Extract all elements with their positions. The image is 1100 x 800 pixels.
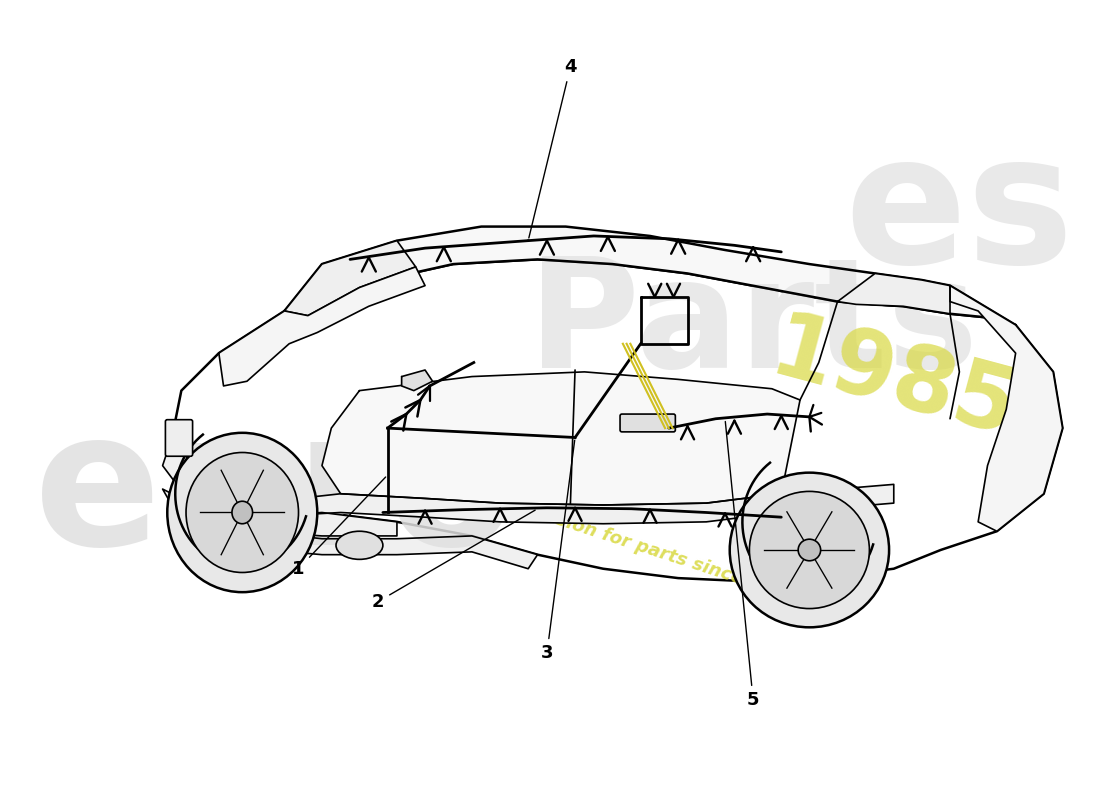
Text: 2: 2 — [372, 510, 536, 610]
Text: Parts: Parts — [528, 250, 978, 399]
Text: euro: euro — [34, 403, 516, 584]
Ellipse shape — [186, 453, 298, 573]
Ellipse shape — [167, 433, 317, 592]
Text: 3: 3 — [541, 440, 574, 662]
Text: a passion for parts since 1985: a passion for parts since 1985 — [502, 494, 799, 606]
Polygon shape — [256, 484, 894, 524]
Polygon shape — [837, 274, 950, 314]
Text: 4: 4 — [529, 58, 576, 238]
Text: es: es — [845, 125, 1075, 301]
Polygon shape — [950, 286, 1063, 531]
Polygon shape — [322, 372, 800, 505]
FancyBboxPatch shape — [165, 420, 192, 456]
Polygon shape — [163, 489, 538, 569]
Polygon shape — [163, 438, 397, 536]
Polygon shape — [172, 259, 1063, 582]
Polygon shape — [402, 370, 432, 390]
Ellipse shape — [799, 539, 821, 561]
Polygon shape — [219, 267, 425, 386]
Ellipse shape — [336, 531, 383, 559]
Ellipse shape — [232, 502, 253, 524]
Polygon shape — [285, 226, 1015, 325]
Text: 1985: 1985 — [761, 306, 1026, 456]
FancyBboxPatch shape — [620, 414, 675, 432]
Text: 5: 5 — [725, 422, 759, 709]
Polygon shape — [285, 241, 416, 316]
Text: 1: 1 — [293, 477, 386, 578]
Ellipse shape — [729, 473, 889, 627]
Ellipse shape — [749, 491, 869, 609]
